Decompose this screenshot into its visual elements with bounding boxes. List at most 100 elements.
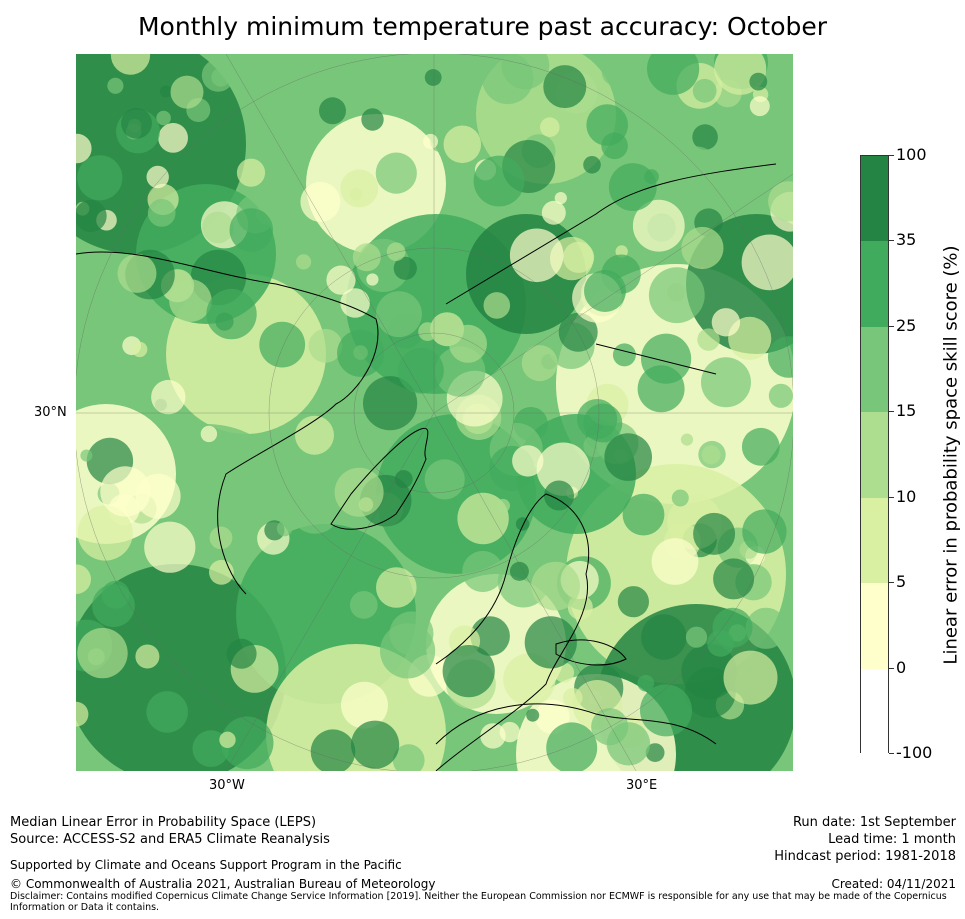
skill-patch [701,357,751,408]
skill-patch [583,156,601,174]
skill-patch [586,104,628,146]
skill-patch [577,399,618,440]
skill-patch [392,744,425,771]
colorbar-label: Linear error in probability space skill … [940,245,962,665]
polar-map [76,54,793,771]
colorbar-segment [861,326,888,413]
skill-patch [209,526,233,550]
skill-patch [352,243,381,272]
skill-patch [375,291,422,338]
skill-patch [768,383,793,408]
colorbar-tick-label: 25 [896,315,917,335]
skill-patch [457,492,509,545]
skill-patch [169,279,212,322]
skill-patch [681,226,724,270]
colorbar-tick-mark [889,411,894,413]
graticule-meridian [225,54,435,414]
skill-patch [226,638,257,669]
skill-patch [132,341,148,358]
lon-label-30w: 30°W [209,778,245,793]
skill-patch [604,433,652,481]
skill-patch [80,449,93,462]
colorbar-tick-mark [889,496,894,498]
colorbar-tick-label: 0 [896,657,907,677]
colorbar-tick-label: 100 [896,145,927,164]
skill-patch [77,155,123,201]
skill-patch [601,60,628,86]
skill-patch [711,308,741,337]
colorbar-segment [861,583,888,670]
skill-patch [386,242,406,261]
skill-patch [651,538,699,585]
skill-patch [632,199,685,252]
skill-patch [509,228,564,283]
skill-patch [546,722,598,771]
lead-time: Lead time: 1 month [828,832,956,847]
skill-patch [768,181,793,222]
colorbar-tick-label: 35 [896,230,917,250]
skill-patch [424,459,465,500]
skill-patch [480,723,506,749]
colorbar-tick-mark [889,753,894,754]
skill-patch [584,270,626,312]
skill-patch [77,627,128,679]
footer-disclaimer-cont: Information or Data it contains. [10,902,160,913]
hindcast-period: Hindcast period: 1981-2018 [774,849,956,864]
skill-patch [496,498,511,513]
skill-patch [540,117,560,137]
footer-source: Source: ACCESS-S2 and ERA5 Climate Reana… [10,832,330,847]
footer-copyright: © Commonwealth of Australia 2021, Austra… [10,877,436,891]
colorbar-tick-mark [889,667,894,669]
skill-patch [670,146,721,196]
skill-patch [681,643,737,700]
skill-patch [692,124,718,150]
skill-patch [375,152,417,194]
skill-patch [341,681,388,729]
skill-patch [76,701,89,727]
colorbar-tick-label: -100 [896,743,933,762]
footer-leps: Median Linear Error in Probability Space… [10,815,317,830]
skill-patch [289,483,341,534]
graticule-meridian [433,412,637,771]
skill-patch [117,253,157,293]
skill-patch [393,256,417,280]
run-date: Run date: 1st September [792,815,956,830]
skill-patch [641,614,687,660]
skill-patch [349,591,378,619]
greenland-coast [330,427,429,530]
skill-patch [473,155,525,207]
skill-patch [151,379,186,415]
skill-patch [449,324,487,363]
skill-patch [310,729,356,771]
footer-disclaimer: Disclaimer: Contains modified Copernicus… [10,891,947,902]
skill-patch [159,85,172,98]
skill-patch [349,188,363,201]
skill-patch [544,480,574,511]
skill-patch [640,684,692,737]
skill-patch [512,445,544,477]
canada-coast [76,251,379,595]
skill-score-map [76,54,793,771]
skill-patch [77,505,133,561]
skill-patch [524,616,577,669]
skill-patch [701,445,721,465]
skill-patch [617,586,650,618]
skill-patch [622,493,665,536]
graticule-meridian [433,173,793,414]
colorbar-segment [861,241,888,328]
skill-patch [340,288,370,318]
skill-patch [259,321,306,368]
skill-patch [671,489,689,507]
skill-patch [211,67,231,87]
colorbar-tick-label: 10 [896,486,917,506]
skill-patch [121,107,152,139]
skill-patch [442,645,495,698]
skill-patch [626,102,680,156]
skill-patch [443,125,482,164]
skill-patch [680,433,694,446]
lon-label-30e: 30°E [626,778,658,793]
skill-patch [742,509,787,554]
colorbar-tick-mark [889,155,894,156]
skill-patch [531,561,580,611]
skill-patch [558,312,598,352]
